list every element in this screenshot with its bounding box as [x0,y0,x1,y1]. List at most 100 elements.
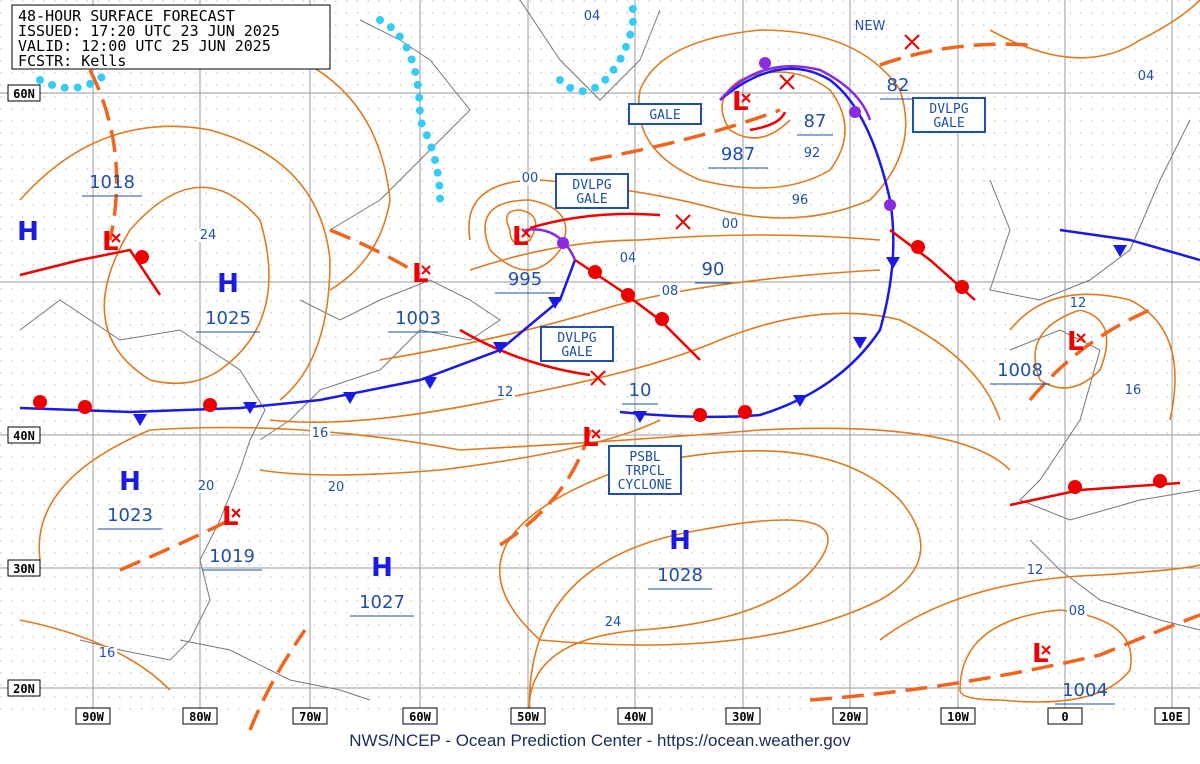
forecast-pressure: 87 [804,111,827,132]
isobar-label: 12 [497,385,514,400]
high-symbol: H [669,526,691,556]
warning-box [628,103,702,125]
header-line: ISSUED: 17:20 UTC 23 JUN 2025 [18,22,280,40]
low-pressure: 1008 [997,360,1043,381]
high-pressure: 1027 [359,592,405,613]
lon-label: 70W [299,710,321,724]
forecast-pressure: 90 [702,259,725,280]
isobar-label-bg [582,10,602,23]
forecast-pressure: 82 [887,75,910,96]
low-pressure: 1004 [1062,680,1108,701]
lon-label-box [510,707,546,725]
lon-label: 80W [189,710,211,724]
lon-label: 40W [624,710,646,724]
cold-front-triangle [633,411,647,423]
low-symbol: L [222,502,239,532]
lon-label: 90W [82,710,104,724]
isobar-label: 92 [804,146,821,161]
low-symbol: L [582,423,599,453]
isobar-label-bg [802,147,822,160]
isobar-label-bg [310,427,330,440]
lon-label-box [75,707,111,725]
lon-label-box [1154,707,1190,725]
warning-text: DVLPG [929,102,968,117]
lon-label: 0 [1061,710,1068,724]
isobar-label-bg [1136,70,1156,83]
isobar-label-bg [326,481,346,494]
warm-front-bump [135,250,149,264]
warning-text: DVLPG [557,331,596,346]
low-center [741,93,751,103]
low-pressure: 987 [721,144,755,165]
low-symbol: L [102,227,119,257]
isobar-label-bg [1068,297,1088,310]
lon-label: 10W [947,710,969,724]
warning-box [540,326,614,362]
troughs [88,42,1200,731]
warm-front-bump [738,405,752,419]
isobar-label: 12 [1027,563,1044,578]
warning-box [608,445,682,495]
isobar-label: 04 [584,9,601,24]
warm-front-bump [588,265,602,279]
low-pressure: 995 [508,269,542,290]
header-line: VALID: 12:00 UTC 25 JUN 2025 [18,37,271,55]
high-symbol: H [119,467,141,497]
isobar-label: 00 [522,171,539,186]
warm-front-bump [955,280,969,294]
cold-front-triangle [133,414,147,426]
isobar-label-bg [790,194,810,207]
lat-label-box [7,679,41,697]
low-symbol: L [412,259,429,289]
warm-front-bump [78,400,92,414]
lon-label-box [617,707,653,725]
isobar-label-bg [720,218,740,231]
footer: NWS/NCEP - Ocean Prediction Center - htt… [349,731,851,750]
lon-label-box [832,707,868,725]
low-center [231,508,241,518]
lon-label-box [402,707,438,725]
warm-front-bump [621,288,635,302]
isobar-label: 08 [662,284,679,299]
lon-label-box [292,707,328,725]
forecast-pressure: 10 [629,380,652,401]
low-center [421,265,431,275]
cold-front-triangle [343,392,357,404]
warm-front-bump [693,408,707,422]
lon-label: 50W [517,710,539,724]
warning-text: GALE [649,108,680,123]
forecast-position [675,214,691,230]
cold-front-triangle [493,342,507,354]
isobar-label: 16 [1125,383,1142,398]
low-center [1076,333,1086,343]
cold-front-triangle [548,297,562,309]
isobar-label: 04 [1138,69,1155,84]
warning-box [912,97,986,133]
isobar-label: 16 [99,646,116,661]
warning-text: PSBL [629,450,660,465]
lat-label-box [7,84,41,102]
cold-front-triangle [243,402,257,414]
occluded-bump [557,237,569,249]
low-symbol: L [512,222,529,252]
high-symbol: H [17,217,39,247]
isobars [19,0,1200,721]
high-symbol: H [371,553,393,583]
isobar-label-bg [520,172,540,185]
isobar-label-bg [1025,564,1045,577]
isobar-label-bg [196,480,216,493]
low-pressure: 1003 [395,308,441,329]
warning-text: CYCLONE [618,478,673,493]
isobar-label: 00 [722,217,739,232]
high-pressure: 1025 [205,308,251,329]
cold-front-triangle [853,337,867,349]
isobar-label: 12 [1070,296,1087,311]
lon-label-box [940,707,976,725]
lon-label-box [1047,707,1083,725]
low-center [1041,645,1051,655]
lat-label-box [7,559,41,577]
isobar-label-bg [660,285,680,298]
labels: 60N 40N 30N 20N 90W 80W 70W 60W 50W 40W 30W 20W 10W 0… [7,9,1190,725]
cold-front-triangle [423,377,437,389]
occluded-bump [759,57,771,69]
